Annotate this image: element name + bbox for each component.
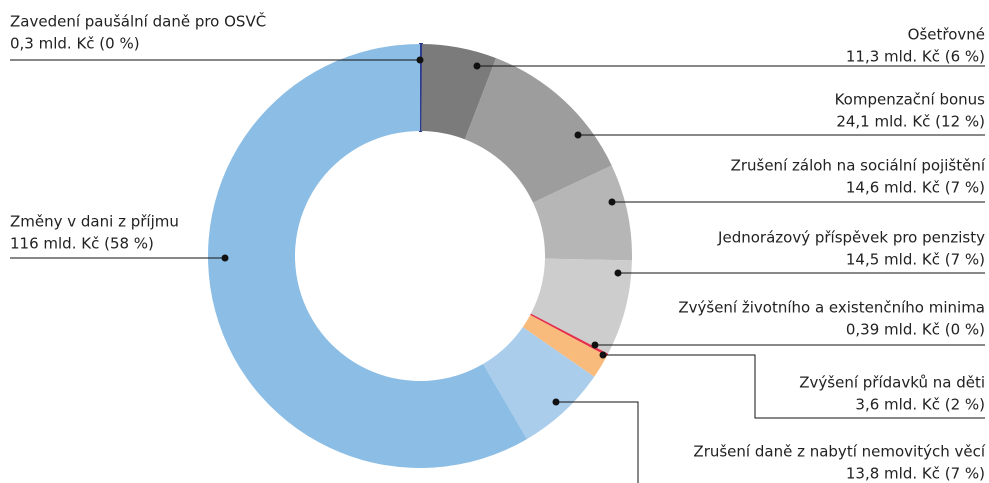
donut-segment (419, 42, 424, 133)
leader-line (556, 401, 639, 483)
label-value: 0,3 mld. Kč (0 %) (10, 35, 140, 53)
leader-dot (614, 269, 622, 277)
donut-segment (464, 58, 612, 203)
label-name: Jednorázový příspěvek pro penzisty (717, 229, 985, 247)
leader-dot (591, 341, 599, 349)
label-name: Zrušení daně z nabytí nemovitých věcí (693, 443, 985, 461)
leader-dot (416, 56, 424, 64)
label-name: Zrušení záloh na sociální pojištění (731, 157, 986, 175)
label-name: Zvýšení životního a existenčního minima (678, 299, 985, 317)
donut-segment (530, 258, 632, 354)
donut-segment (207, 44, 527, 468)
label-value: 24,1 mld. Kč (12 %) (836, 113, 985, 131)
label-name: Změny v dani z příjmu (10, 213, 179, 231)
label-name: Zvýšení přídavků na děti (799, 374, 985, 392)
leader-dot (221, 254, 229, 262)
donut-segment (530, 313, 609, 357)
label-value: 14,6 mld. Kč (7 %) (846, 179, 985, 197)
donut-segment (533, 165, 632, 261)
label-value: 14,5 mld. Kč (7 %) (846, 251, 985, 269)
label-value: 11,3 mld. Kč (6 %) (846, 48, 985, 66)
label-name: Zavedení paušální daně pro OSVČ (10, 12, 266, 31)
leader-dot (574, 131, 582, 139)
label-name: Ošetřovné (908, 26, 985, 44)
label-value: 116 mld. Kč (58 %) (10, 235, 154, 253)
donut-segment (483, 327, 595, 440)
label-value: 0,39 mld. Kč (0 %) (846, 321, 985, 339)
leader-dot (599, 351, 607, 359)
leader-dot (552, 398, 560, 406)
leader-line (603, 354, 985, 419)
leader-dot (608, 198, 616, 206)
leader-dot (473, 62, 481, 70)
label-value: 3,6 mld. Kč (2 %) (855, 396, 985, 414)
label-value: 13,8 mld. Kč (7 %) (846, 465, 985, 483)
donut-segment (522, 315, 607, 377)
label-name: Kompenzační bonus (835, 91, 986, 109)
